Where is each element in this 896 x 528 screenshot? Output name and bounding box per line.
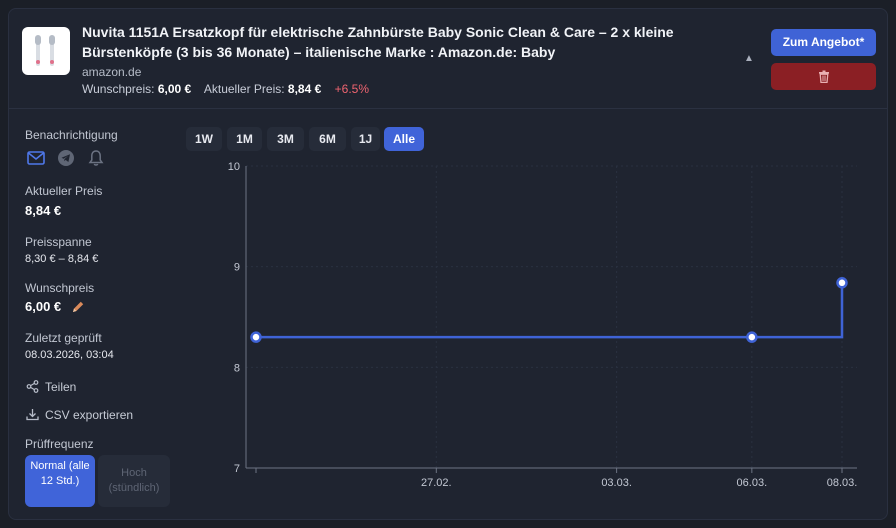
x-tick-label: 06.03. bbox=[737, 477, 768, 489]
x-tick-label: 03.03. bbox=[601, 477, 632, 489]
tab-6m[interactable]: 6M bbox=[309, 127, 346, 151]
caret-up-icon[interactable]: ▲ bbox=[744, 53, 754, 64]
brush-tip bbox=[36, 60, 40, 64]
frequency-normal-button[interactable]: Normal (alle 12 Std.) bbox=[25, 455, 95, 507]
trash-icon bbox=[819, 70, 829, 83]
price-point bbox=[836, 277, 848, 289]
current-price-label: Aktueller Preis: bbox=[203, 82, 285, 96]
product-header: Nuvita 1151A Ersatzkopf für elektrische … bbox=[9, 9, 887, 109]
last-checked-value: 08.03.2026, 03:04 bbox=[25, 349, 114, 361]
target-price-value: 6,00 € bbox=[25, 299, 62, 314]
x-tick-label: 08.03. bbox=[827, 477, 858, 489]
check-frequency-label: Prüffrequenz bbox=[25, 437, 94, 451]
brush-head bbox=[49, 35, 55, 45]
price-line bbox=[256, 282, 844, 339]
price-range-label: Preisspanne bbox=[25, 235, 92, 249]
delete-button[interactable] bbox=[771, 63, 876, 90]
download-icon[interactable] bbox=[26, 408, 39, 421]
product-title[interactable]: Nuvita 1151A Ersatzkopf für elektrische … bbox=[82, 24, 674, 60]
last-checked-label: Zuletzt geprüft bbox=[25, 331, 102, 345]
csv-export-link[interactable]: CSV exportieren bbox=[45, 408, 134, 422]
price-alert-card: Nuvita 1151A Ersatzkopf für elektrische … bbox=[8, 8, 888, 520]
price-point bbox=[746, 331, 758, 343]
mail-icon[interactable] bbox=[27, 151, 45, 165]
tab-1m[interactable]: 1M bbox=[227, 127, 262, 151]
brush-head bbox=[35, 35, 41, 45]
brush-handle bbox=[50, 36, 54, 66]
bell-icon[interactable] bbox=[88, 149, 104, 167]
brush-tip bbox=[50, 60, 54, 64]
tab-1j[interactable]: 1J bbox=[351, 127, 380, 151]
y-tick-label: 10 bbox=[228, 161, 240, 173]
product-thumbnail[interactable] bbox=[22, 27, 70, 75]
current-price-label: Aktueller Preis bbox=[25, 184, 103, 198]
tab-1w[interactable]: 1W bbox=[186, 127, 222, 151]
price-summary: Wunschpreis: 6,00 € Aktueller Preis: 8,8… bbox=[82, 82, 369, 96]
share-link[interactable]: Teilen bbox=[45, 380, 77, 394]
frequency-high-button[interactable]: Hoch (stündlich) bbox=[98, 455, 170, 507]
price-history-chart[interactable]: 7 8 9 10 27.02. 03.03. 06.03. 08.03. bbox=[9, 9, 888, 520]
telegram-icon[interactable] bbox=[57, 149, 75, 167]
share-icon[interactable] bbox=[26, 380, 39, 393]
price-range-value: 8,30 € – 8,84 € bbox=[25, 253, 99, 265]
current-price-value: 8,84 € bbox=[25, 203, 62, 218]
brush-handle bbox=[36, 36, 40, 66]
offer-button[interactable]: Zum Angebot* bbox=[771, 29, 876, 56]
y-tick-label: 8 bbox=[234, 362, 240, 374]
target-price-label: Wunschpreis: bbox=[82, 82, 155, 96]
pencil-icon[interactable] bbox=[71, 300, 85, 314]
notification-label: Benachrichtigung bbox=[25, 128, 118, 142]
product-source: amazon.de bbox=[82, 65, 142, 79]
x-tick-label: 27.02. bbox=[421, 477, 452, 489]
price-change-badge: +6.5% bbox=[334, 82, 369, 96]
tab-alle[interactable]: Alle bbox=[384, 127, 424, 151]
price-point bbox=[250, 331, 262, 343]
target-price-label: Wunschpreis bbox=[25, 281, 95, 295]
y-tick-label: 9 bbox=[234, 262, 240, 274]
y-tick-label: 7 bbox=[234, 463, 240, 475]
tab-3m[interactable]: 3M bbox=[267, 127, 304, 151]
current-price-value: 8,84 € bbox=[287, 82, 322, 96]
target-price-value: 6,00 € bbox=[157, 82, 192, 96]
